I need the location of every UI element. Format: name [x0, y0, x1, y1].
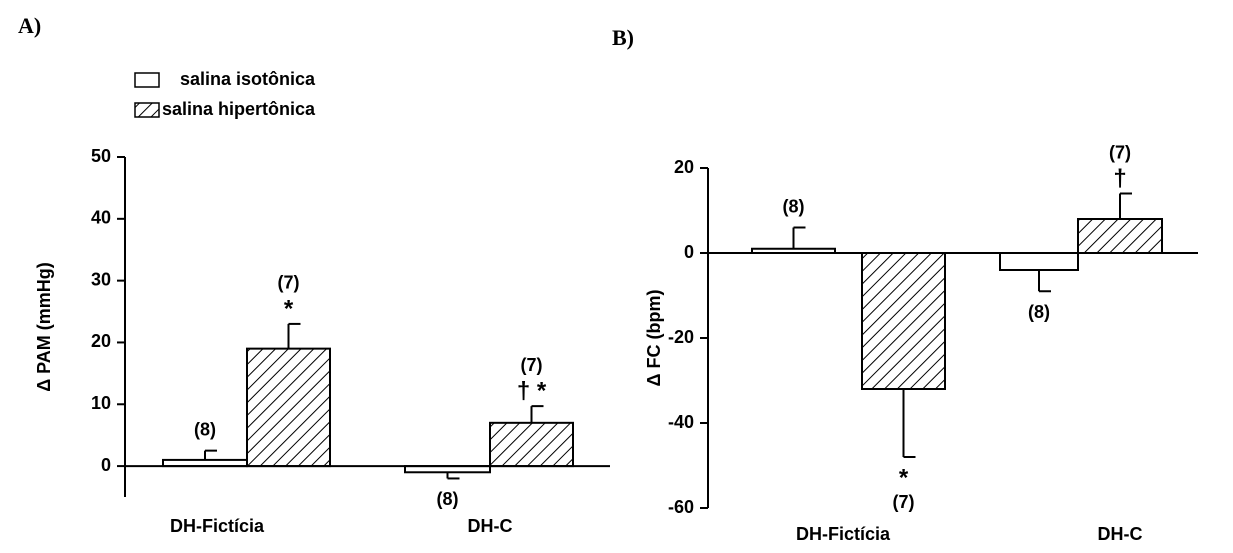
y-tick-label: 30 — [91, 269, 111, 289]
y-tick-label: 50 — [91, 146, 111, 166]
y-tick-label: -60 — [668, 497, 694, 517]
x-tick-label: DH-Fictícia — [170, 516, 265, 536]
y-axis-label: Δ FC (bpm) — [644, 290, 664, 387]
legend-label: salina hipertônica — [162, 99, 316, 119]
x-tick-label: DH-Fictícia — [796, 524, 891, 544]
bar — [861, 252, 946, 390]
y-tick-label: 20 — [91, 331, 111, 351]
legend-swatch — [134, 102, 160, 118]
bar — [246, 347, 331, 468]
significance-mark: * — [899, 464, 909, 491]
significance-mark: * — [284, 295, 294, 322]
legend-label: salina isotônica — [180, 69, 316, 89]
panel-label: B) — [612, 25, 634, 50]
y-axis-label: Δ PAM (mmHg) — [34, 262, 54, 392]
n-label: (7) — [893, 492, 915, 512]
significance-mark: † * — [517, 377, 547, 404]
significance-mark: † — [1113, 165, 1126, 192]
n-label: (8) — [437, 489, 459, 509]
legend-swatch — [134, 72, 160, 88]
y-tick-label: 40 — [91, 208, 111, 228]
y-tick-label: 10 — [91, 393, 111, 413]
bar — [489, 421, 574, 468]
n-label: (8) — [194, 419, 216, 439]
y-tick-label: -20 — [668, 327, 694, 347]
y-tick-label: 0 — [101, 455, 111, 475]
n-label: (8) — [783, 196, 805, 216]
y-tick-label: 20 — [674, 157, 694, 177]
bar — [1077, 218, 1163, 254]
n-label: (7) — [521, 355, 543, 375]
x-tick-label: DH-C — [468, 516, 513, 536]
n-label: (7) — [278, 273, 300, 293]
panel-label: A) — [18, 13, 41, 38]
n-label: (7) — [1109, 142, 1131, 162]
n-label: (8) — [1028, 302, 1050, 322]
bar — [999, 252, 1079, 271]
x-tick-label: DH-C — [1098, 524, 1143, 544]
y-tick-label: 0 — [684, 242, 694, 262]
y-tick-label: -40 — [668, 412, 694, 432]
